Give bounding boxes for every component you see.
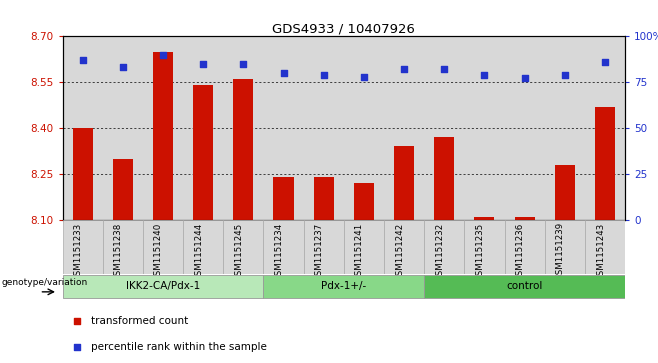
Bar <box>63 220 103 274</box>
Point <box>278 70 289 76</box>
Bar <box>103 220 143 274</box>
Point <box>467 183 477 189</box>
Text: GSM1151241: GSM1151241 <box>355 222 364 281</box>
Bar <box>103 36 143 220</box>
Bar <box>263 220 303 274</box>
Bar <box>263 275 424 298</box>
Bar <box>424 275 625 298</box>
Text: GSM1151245: GSM1151245 <box>234 222 243 281</box>
Bar <box>515 217 535 220</box>
Bar <box>434 137 454 220</box>
Text: GSM1151244: GSM1151244 <box>194 222 203 281</box>
Bar <box>303 220 343 274</box>
Text: Pdx-1+/-: Pdx-1+/- <box>321 281 367 291</box>
Text: percentile rank within the sample: percentile rank within the sample <box>91 342 266 352</box>
Bar <box>384 36 424 220</box>
Text: transformed count: transformed count <box>91 316 188 326</box>
Text: GSM1151243: GSM1151243 <box>596 222 605 281</box>
Point <box>559 72 570 78</box>
Bar <box>223 220 263 274</box>
Text: GSM1151232: GSM1151232 <box>436 222 444 281</box>
Text: GSM1151236: GSM1151236 <box>516 222 524 281</box>
Bar <box>193 85 213 220</box>
Bar <box>183 220 223 274</box>
Bar <box>505 36 545 220</box>
Bar <box>424 220 465 274</box>
Point <box>238 61 249 67</box>
Bar <box>113 159 133 220</box>
Bar <box>143 36 183 220</box>
Bar <box>274 177 293 220</box>
Bar <box>223 36 263 220</box>
Text: genotype/variation: genotype/variation <box>1 278 88 287</box>
Bar <box>585 220 625 274</box>
Text: GSM1151242: GSM1151242 <box>395 222 404 281</box>
Bar <box>263 36 303 220</box>
Title: GDS4933 / 10407926: GDS4933 / 10407926 <box>272 22 415 35</box>
Point <box>359 74 369 79</box>
Point <box>318 72 329 78</box>
Text: GSM1151238: GSM1151238 <box>114 222 123 281</box>
Bar <box>303 36 343 220</box>
Point <box>519 76 530 81</box>
Bar <box>384 220 424 274</box>
Bar <box>555 164 575 220</box>
Text: control: control <box>507 281 543 291</box>
Text: GSM1151239: GSM1151239 <box>556 222 565 281</box>
Bar <box>465 36 505 220</box>
Point <box>439 66 449 72</box>
Point <box>599 59 610 65</box>
Bar <box>63 275 263 298</box>
Text: GSM1151234: GSM1151234 <box>274 222 284 281</box>
Point <box>78 57 88 63</box>
Bar <box>465 220 505 274</box>
Text: GSM1151233: GSM1151233 <box>74 222 83 281</box>
Bar <box>183 36 223 220</box>
Bar <box>505 220 545 274</box>
Bar <box>153 52 173 220</box>
Bar <box>143 220 183 274</box>
Text: GSM1151237: GSM1151237 <box>315 222 324 281</box>
Bar <box>424 36 465 220</box>
Text: GSM1151235: GSM1151235 <box>476 222 484 281</box>
Point <box>158 52 168 57</box>
Bar <box>595 107 615 220</box>
Point <box>399 66 409 72</box>
Point <box>198 61 209 67</box>
Bar <box>343 220 384 274</box>
Bar <box>354 183 374 220</box>
Bar <box>72 128 93 220</box>
Bar <box>234 79 253 220</box>
Text: GSM1151240: GSM1151240 <box>154 222 163 281</box>
Bar <box>63 36 103 220</box>
Bar <box>314 177 334 220</box>
Bar <box>545 36 585 220</box>
Bar <box>545 220 585 274</box>
Bar <box>394 146 414 220</box>
Text: IKK2-CA/Pdx-1: IKK2-CA/Pdx-1 <box>126 281 200 291</box>
Bar <box>585 36 625 220</box>
Point <box>479 72 490 78</box>
Bar <box>343 36 384 220</box>
Bar <box>474 217 495 220</box>
Point <box>118 65 128 70</box>
